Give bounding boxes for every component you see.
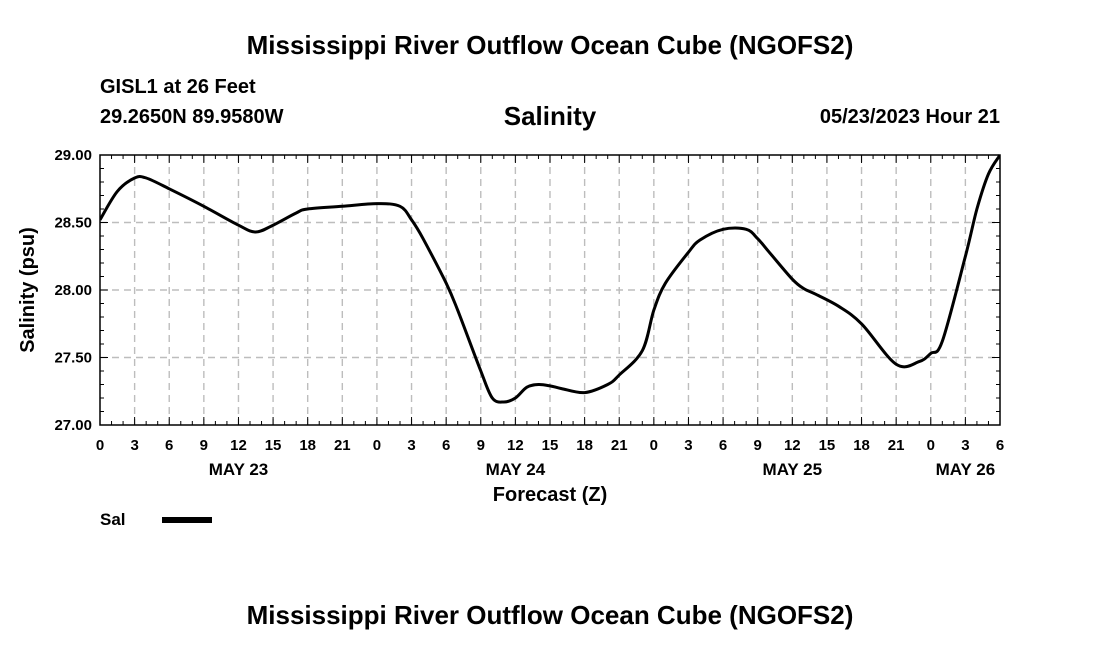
y-tick-label: 27.00 — [54, 417, 92, 434]
x-tick-label: 21 — [611, 437, 628, 454]
grid — [100, 155, 1000, 425]
date-label: MAY 25 — [763, 460, 823, 479]
y-tick-label: 28.50 — [54, 215, 92, 232]
x-tick-label: 21 — [888, 437, 905, 454]
x-tick-label: 18 — [299, 437, 316, 454]
page-title: Mississippi River Outflow Ocean Cube (NG… — [246, 30, 854, 60]
x-tick-label: 15 — [542, 437, 559, 454]
x-tick-label: 3 — [407, 437, 415, 454]
x-tick-label: 12 — [507, 437, 524, 454]
x-tick-label: 0 — [927, 437, 935, 454]
x-tick-label: 15 — [819, 437, 836, 454]
x-tick-label: 18 — [576, 437, 593, 454]
date-label: MAY 26 — [936, 460, 996, 479]
x-tick-label: 9 — [754, 437, 762, 454]
y-tick-label: 27.50 — [54, 350, 92, 367]
y-tick-label: 28.00 — [54, 282, 92, 299]
x-tick-label: 6 — [719, 437, 727, 454]
forecast-timestamp: 05/23/2023 Hour 21 — [819, 106, 1000, 128]
x-tick-label: 0 — [650, 437, 658, 454]
x-tick-label: 9 — [477, 437, 485, 454]
x-tick-label: 3 — [961, 437, 969, 454]
chart-title: Salinity — [503, 101, 597, 131]
date-label: MAY 23 — [209, 460, 269, 479]
x-tick-label: 12 — [230, 437, 247, 454]
series-layer — [100, 154, 1000, 404]
x-tick-label: 0 — [373, 437, 381, 454]
station-coordinates: 29.2650N 89.9580W — [100, 106, 284, 128]
x-tick-label: 12 — [784, 437, 801, 454]
x-tick-label: 6 — [165, 437, 173, 454]
axis-labels: 0 3 6 9 12 15 18 21 0 3 6 9 12 15 18 21 0 3 6 9 12 15 18 21 0 3 6 2… — [17, 147, 1004, 506]
x-tick-label: 9 — [200, 437, 208, 454]
x-tick-label: 3 — [130, 437, 138, 454]
x-tick-label: 21 — [334, 437, 351, 454]
legend-label: Sal — [100, 510, 126, 529]
y-axis-title: Salinity (psu) — [17, 227, 39, 353]
x-tick-label: 15 — [265, 437, 282, 454]
axes — [99, 154, 1001, 426]
station-label: GISL1 at 26 Feet — [100, 76, 256, 98]
x-tick-label: 18 — [853, 437, 870, 454]
date-label: MAY 24 — [486, 460, 546, 479]
series-line-sal — [100, 154, 1000, 404]
legend-swatch — [162, 517, 212, 523]
plot-frame — [99, 154, 1001, 426]
x-tick-label: 6 — [442, 437, 450, 454]
x-axis-title: Forecast (Z) — [493, 484, 607, 506]
y-tick-label: 29.00 — [54, 147, 92, 164]
x-tick-label: 6 — [996, 437, 1004, 454]
footer-title: Mississippi River Outflow Ocean Cube (NG… — [246, 600, 854, 630]
x-tick-label: 0 — [96, 437, 104, 454]
x-tick-label: 3 — [684, 437, 692, 454]
